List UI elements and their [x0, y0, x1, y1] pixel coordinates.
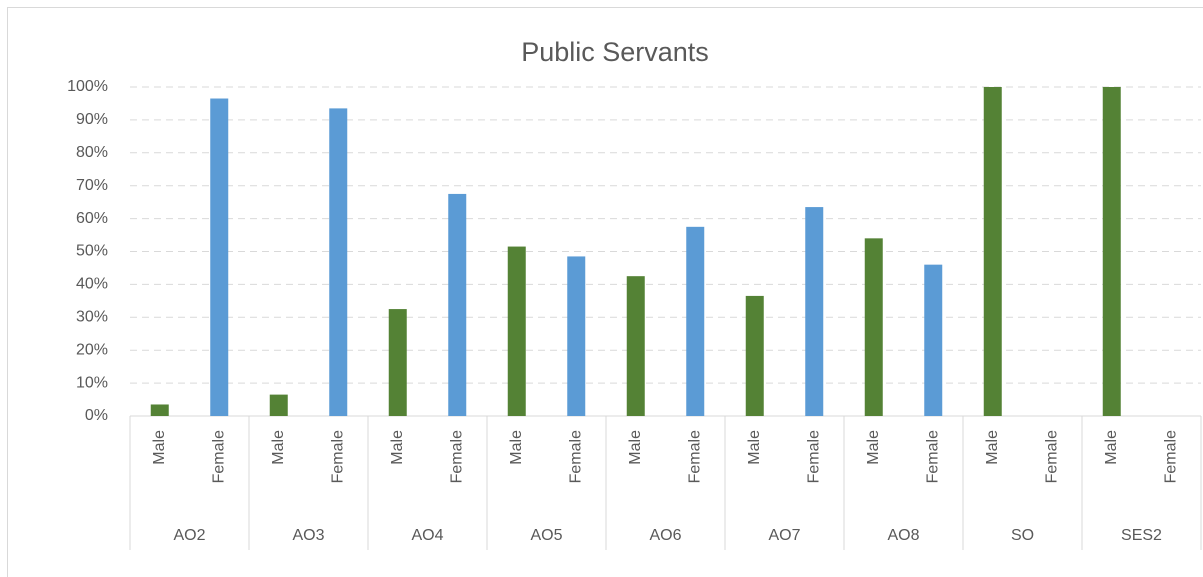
x-sub-label: Female [448, 430, 465, 483]
y-tick-label: 20% [76, 341, 108, 358]
y-tick-label: 10% [76, 374, 108, 391]
bar [626, 276, 645, 416]
x-sub-label: Male [1103, 430, 1120, 465]
y-tick-label: 70% [76, 177, 108, 194]
x-sub-label: Male [746, 430, 763, 465]
bar [864, 238, 883, 416]
x-sub-label: Female [686, 430, 703, 483]
x-group-label: SO [1011, 527, 1034, 544]
x-sub-label: Male [151, 430, 168, 465]
x-sub-label: Female [924, 430, 941, 483]
x-group-label: AO5 [530, 527, 562, 544]
bar [329, 108, 348, 416]
bar [210, 98, 229, 416]
y-tick-label: 50% [76, 243, 108, 260]
x-group-label: SES2 [1121, 527, 1162, 544]
chart-border [7, 7, 1203, 577]
x-sub-label: Male [508, 430, 525, 465]
bar [567, 256, 586, 416]
x-group-label: AO2 [173, 527, 205, 544]
y-tick-label: 90% [76, 111, 108, 128]
x-group-label: AO6 [649, 527, 681, 544]
y-tick-label: 40% [76, 276, 108, 293]
x-sub-label: Female [805, 430, 822, 483]
x-sub-label: Female [567, 430, 584, 483]
bar [388, 309, 407, 416]
y-tick-label: 60% [76, 210, 108, 227]
bar [686, 226, 705, 416]
bar [507, 246, 526, 416]
y-tick-label: 80% [76, 144, 108, 161]
x-sub-label: Female [329, 430, 346, 483]
x-group-label: AO8 [887, 527, 919, 544]
x-group-label: AO3 [292, 527, 324, 544]
y-tick-label: 0% [85, 407, 108, 424]
bar [448, 193, 467, 416]
x-sub-label: Male [389, 430, 406, 465]
x-sub-label: Male [984, 430, 1001, 465]
bar [1102, 87, 1121, 416]
bar [150, 404, 169, 416]
x-sub-label: Female [1043, 430, 1060, 483]
x-sub-label: Male [865, 430, 882, 465]
bar [805, 207, 824, 416]
bar [269, 394, 288, 416]
bar [924, 264, 943, 416]
x-sub-label: Female [1162, 430, 1179, 483]
x-group-label: AO4 [411, 527, 443, 544]
bar [745, 295, 764, 416]
bar [983, 87, 1002, 416]
x-sub-label: Male [270, 430, 287, 465]
chart-title: Public Servants [521, 37, 709, 67]
y-tick-label: 30% [76, 309, 108, 326]
x-group-label: AO7 [768, 527, 800, 544]
x-sub-label: Male [627, 430, 644, 465]
y-tick-label: 100% [67, 78, 108, 95]
x-sub-label: Female [210, 430, 227, 483]
